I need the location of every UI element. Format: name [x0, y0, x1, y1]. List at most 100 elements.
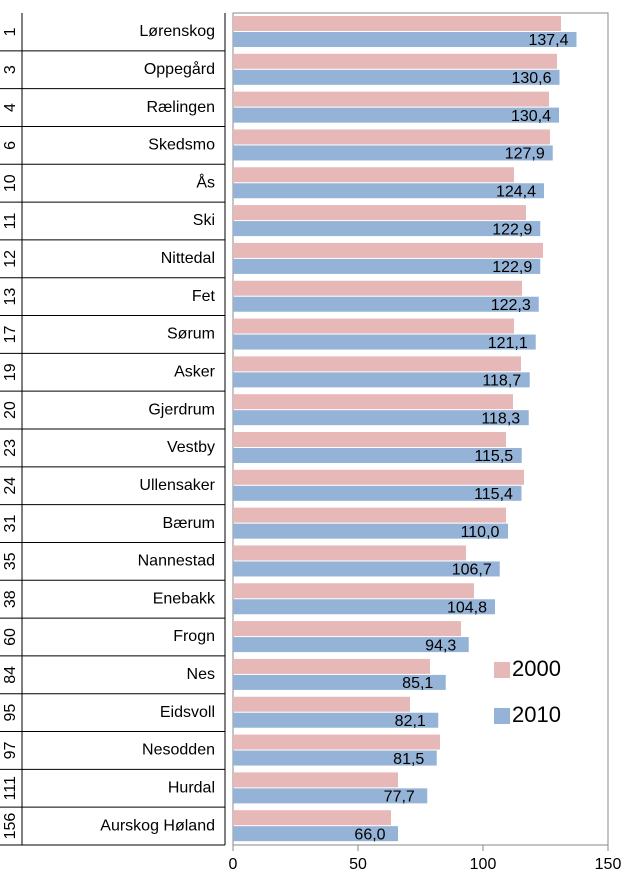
- value-label: 104,8: [447, 599, 487, 616]
- category-label: Lørenskog: [139, 23, 215, 40]
- legend-label: 2000: [512, 656, 561, 681]
- bar: [233, 356, 521, 372]
- x-tick-label: 0: [229, 856, 238, 873]
- category-label: Rælingen: [147, 99, 215, 116]
- rank-label: 156: [2, 813, 19, 840]
- value-label: 115,4: [474, 486, 513, 503]
- bar: [233, 788, 428, 804]
- rank-label: 10: [2, 174, 19, 192]
- bar: [233, 523, 508, 539]
- rank-label: 4: [2, 103, 19, 112]
- bar: [233, 772, 398, 788]
- bar: [233, 410, 529, 426]
- bar: [233, 334, 536, 350]
- bar: [233, 280, 522, 296]
- bar: [233, 485, 522, 501]
- bar: [233, 432, 506, 447]
- bar: [233, 507, 506, 523]
- category-label: Nittedal: [161, 250, 215, 267]
- value-label: 137,4: [528, 32, 568, 49]
- legend-label: 2010: [512, 702, 561, 727]
- rank-label: 12: [2, 250, 19, 268]
- value-label: 81,5: [393, 751, 424, 768]
- bar: [233, 750, 437, 766]
- rank-label: 111: [2, 776, 19, 800]
- rank-label: 35: [2, 552, 19, 570]
- rank-label: 38: [2, 590, 19, 608]
- rank-label: 19: [2, 363, 19, 381]
- rank-label: 24: [2, 477, 19, 495]
- bar: [233, 599, 495, 615]
- rank-label: 23: [2, 439, 19, 457]
- bar: [233, 561, 500, 577]
- bar: [233, 394, 513, 410]
- bar: [233, 221, 541, 237]
- bar: [233, 712, 439, 728]
- value-label: 118,3: [481, 410, 520, 427]
- value-label: 82,1: [395, 713, 426, 730]
- value-label: 122,3: [491, 297, 531, 314]
- x-tick-label: 50: [349, 856, 367, 873]
- bar: [233, 696, 410, 712]
- legend-swatch: [494, 708, 510, 724]
- bar: [233, 129, 550, 145]
- bar: [233, 16, 561, 31]
- rank-label: 1: [2, 27, 19, 36]
- value-label: 77,7: [384, 789, 415, 806]
- bar: [233, 167, 514, 183]
- category-label: Enebakk: [153, 590, 216, 607]
- value-label: 124,4: [496, 183, 536, 200]
- bar: [233, 734, 440, 750]
- rank-label: 6: [2, 141, 19, 150]
- bar: [233, 205, 526, 221]
- bar: [233, 621, 461, 637]
- bar: [233, 145, 553, 161]
- rank-label: 31: [2, 515, 19, 533]
- bar: [233, 91, 549, 107]
- bar: [233, 107, 559, 123]
- category-label: Hurdal: [168, 779, 215, 796]
- value-label: 85,1: [402, 675, 433, 692]
- bar: [233, 318, 514, 334]
- category-label: Skedsmo: [148, 137, 215, 154]
- value-label: 118,7: [482, 373, 521, 390]
- rank-label: 11: [2, 213, 19, 230]
- value-label: 127,9: [505, 146, 545, 163]
- value-label: 66,0: [354, 826, 385, 843]
- value-label: 130,4: [511, 108, 551, 125]
- rank-label: 95: [2, 704, 19, 722]
- category-label: Ås: [196, 172, 215, 191]
- bar: [233, 296, 539, 312]
- bar: [233, 658, 430, 674]
- bar: [233, 545, 466, 561]
- value-label: 115,5: [474, 448, 513, 465]
- category-label: Aurskog Høland: [100, 817, 215, 834]
- category-label: Sørum: [167, 326, 215, 343]
- bar: [233, 53, 557, 69]
- rank-label: 97: [2, 741, 19, 759]
- category-label: Bærum: [163, 515, 215, 532]
- rank-label: 3: [2, 65, 19, 74]
- bar: [233, 242, 543, 258]
- bar: [233, 674, 446, 690]
- value-label: 121,1: [488, 335, 528, 352]
- bar: [233, 448, 522, 463]
- bar: [233, 183, 544, 199]
- category-label: Vestby: [167, 439, 215, 456]
- category-label: Asker: [174, 363, 216, 380]
- value-label: 130,6: [511, 70, 551, 87]
- category-label: Oppegård: [144, 60, 215, 78]
- rank-label: 13: [2, 288, 19, 306]
- bar: [233, 469, 524, 485]
- value-label: 94,3: [425, 637, 456, 654]
- bar: [233, 826, 398, 842]
- bar: [233, 637, 469, 653]
- category-label: Ski: [193, 212, 215, 229]
- plot-frame: [232, 12, 609, 846]
- x-tick-label: 150: [595, 856, 622, 873]
- x-tick-label: 100: [470, 856, 497, 873]
- category-label: Gjerdrum: [148, 401, 215, 418]
- category-label: Nes: [187, 666, 215, 683]
- value-label: 122,9: [492, 221, 532, 238]
- value-label: 110,0: [461, 524, 500, 541]
